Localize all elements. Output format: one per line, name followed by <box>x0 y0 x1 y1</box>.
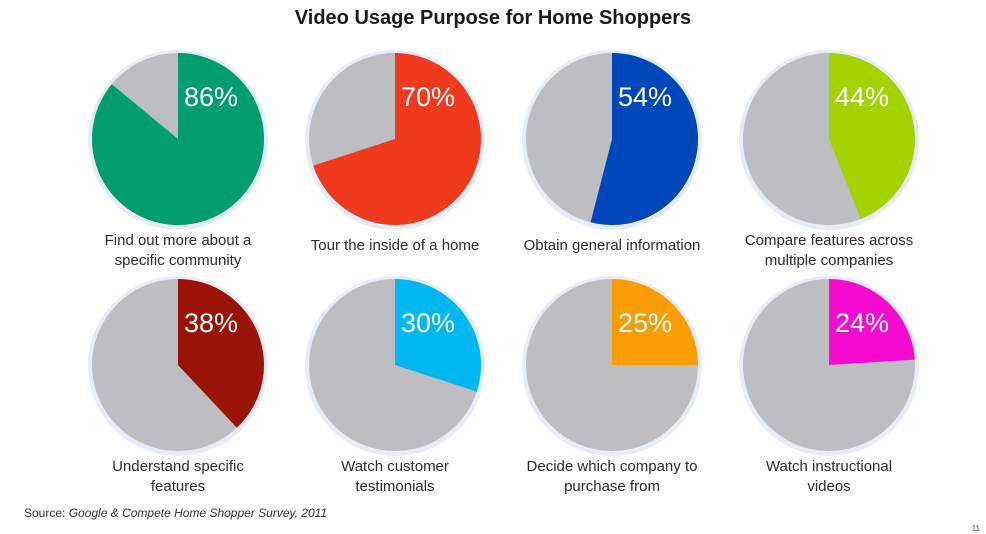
pie-value-label: 25% <box>618 308 672 338</box>
pie-category-label-line: Obtain general information <box>523 237 701 254</box>
pie-slice-value <box>612 279 698 365</box>
page-number: 11 <box>971 524 980 533</box>
pie-category-label: Tour the inside of a home <box>285 236 505 256</box>
pie-category-label: Watch instructional videos <box>719 457 939 497</box>
pie-category-label-line: Watch customer <box>341 458 449 475</box>
pie-category-label-line: multiple companies <box>764 252 894 269</box>
pie-value-label: 30% <box>401 308 455 338</box>
pie-category-label-line: Decide which company to <box>526 458 698 475</box>
pie-chart-6: 30% Watch customer testimonials <box>285 273 505 523</box>
pie-value-label: 86% <box>184 82 238 112</box>
pie-value-label: 24% <box>835 308 889 338</box>
pie-category-label: Obtain general information <box>502 236 722 256</box>
pie-svg: 30% <box>305 276 485 456</box>
pie-value-label: 54% <box>618 82 672 112</box>
pie-slice-value <box>829 53 915 219</box>
pie-chart-3: 54% Obtain general information <box>502 47 722 297</box>
pie-value-label: 38% <box>184 308 238 338</box>
pie-chart-2: 70% Tour the inside of a home <box>285 47 505 297</box>
pie-slice-value <box>395 279 482 392</box>
pie-value-label: 44% <box>835 82 889 112</box>
pie-category-label-line: testimonials <box>355 478 435 495</box>
pie-chart-4: 44% Compare features across multiple compa… <box>719 47 939 297</box>
pie-chart-7: 25% Decide which company to purchase from <box>502 273 722 523</box>
pie-category-label-line: specific community <box>114 252 242 269</box>
pie-category-label-line: features <box>150 478 206 495</box>
pie-category-label-line: Tour the inside of a home <box>310 237 480 254</box>
pie-category-label-line: Watch instructional <box>765 458 893 475</box>
pie-slice-value <box>313 53 481 225</box>
pie-chart-8: 24% Watch instructional videos <box>719 273 939 523</box>
pie-slice-value <box>178 279 264 428</box>
pie-category-label: Decide which company to purchase from <box>502 457 722 497</box>
pie-category-label: Find out more about a specific community <box>68 231 288 271</box>
pie-svg: 54% <box>522 50 702 230</box>
chart-title: Video Usage Purpose for Home Shoppers <box>294 7 692 29</box>
pie-category-label-line: Understand specific <box>112 458 244 475</box>
pie-slice-value <box>92 53 265 225</box>
pie-slice-value <box>590 53 698 226</box>
source-prefix: Source: <box>24 506 69 520</box>
pie-svg: 25% <box>522 276 702 456</box>
pie-svg: 44% <box>739 50 919 230</box>
source-note: Source: Google & Compete Home Shopper Su… <box>24 506 327 520</box>
pie-slice-value <box>829 279 915 365</box>
pie-category-label-line: Find out more about a <box>104 232 252 249</box>
pie-category-label-line: videos <box>807 478 851 495</box>
pie-svg: 38% <box>88 276 268 456</box>
pie-chart-1: 86% Find out more about a specific communi… <box>68 47 288 297</box>
pie-category-label: Compare features across multiple companie… <box>719 231 939 271</box>
pie-svg: 24% <box>739 276 919 456</box>
pie-category-label: Watch customer testimonials <box>285 457 505 497</box>
pie-svg: 86% <box>88 50 268 230</box>
pie-value-label: 70% <box>401 82 455 112</box>
pie-category-label: Understand specific features <box>68 457 288 497</box>
pie-chart-5: 38% Understand specific features <box>68 273 288 523</box>
pie-svg: 70% <box>305 50 485 230</box>
source-text: Google & Compete Home Shopper Survey, 20… <box>68 506 328 520</box>
pie-category-label-line: purchase from <box>564 478 660 495</box>
pie-category-label-line: Compare features across <box>744 232 914 249</box>
